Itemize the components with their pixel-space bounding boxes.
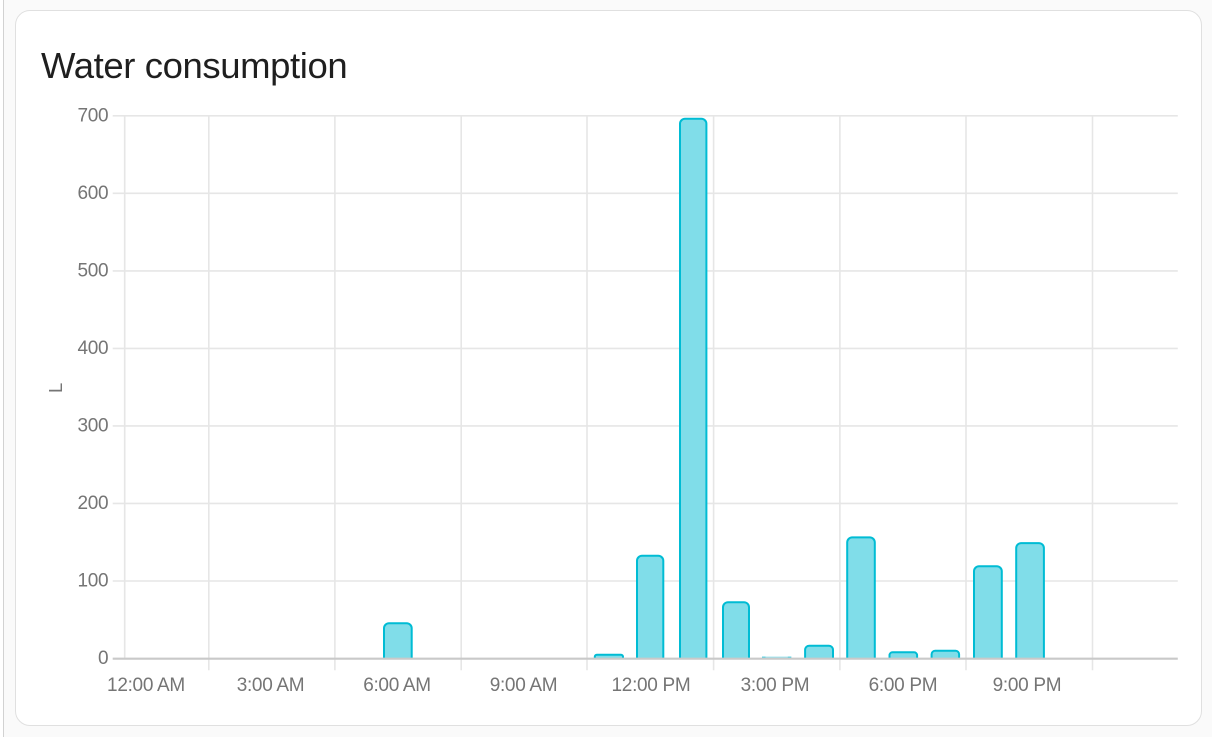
svg-text:700: 700 <box>77 105 108 126</box>
svg-text:0: 0 <box>98 648 108 669</box>
svg-text:12:00 PM: 12:00 PM <box>612 675 691 696</box>
svg-text:6:00 AM: 6:00 AM <box>363 675 431 696</box>
svg-text:9:00 AM: 9:00 AM <box>490 675 558 696</box>
svg-text:300: 300 <box>77 416 108 437</box>
svg-text:12:00 AM: 12:00 AM <box>107 675 185 696</box>
svg-text:200: 200 <box>77 493 108 514</box>
svg-text:9:00 PM: 9:00 PM <box>993 675 1062 696</box>
svg-text:3:00 PM: 3:00 PM <box>741 675 810 696</box>
svg-text:3:00 AM: 3:00 AM <box>237 675 305 696</box>
svg-text:400: 400 <box>77 338 108 359</box>
svg-text:500: 500 <box>77 261 108 282</box>
svg-text:100: 100 <box>77 571 108 592</box>
svg-text:6:00 PM: 6:00 PM <box>869 675 938 696</box>
svg-text:L: L <box>45 383 66 393</box>
svg-text:600: 600 <box>77 183 108 204</box>
